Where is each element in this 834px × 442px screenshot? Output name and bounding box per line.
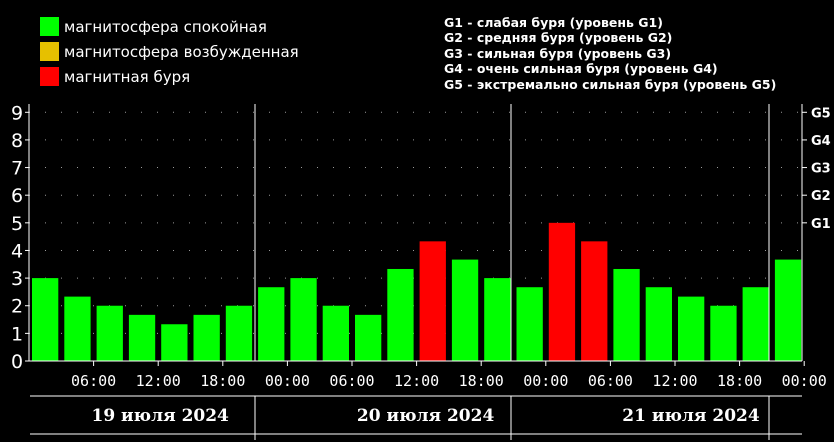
storm-level-g5: G5 - экстремально сильная буря (уровень …	[444, 76, 777, 92]
x-tick-label-9: 06:00	[588, 372, 633, 390]
bar-10	[322, 305, 349, 361]
x-tick-label-10: 12:00	[652, 372, 697, 390]
bar-24	[774, 259, 802, 361]
x-tick-label-12: 00:00	[782, 372, 827, 390]
storm-levels-legend: G1 - слабая буря (уровень G1) G2 - средн…	[444, 15, 776, 92]
legend-swatch-quiet	[40, 17, 59, 36]
y-tick-label-3: 3	[11, 268, 23, 290]
x-tick-label-3: 18:00	[200, 372, 245, 390]
legend-label-storm: магнитная буря	[64, 67, 191, 86]
bar-7	[225, 305, 253, 361]
bar-23	[742, 287, 769, 361]
bar-22	[710, 305, 737, 361]
bar-11	[355, 314, 382, 361]
y-tick-label-1: 1	[11, 323, 23, 345]
bar-1	[32, 278, 59, 361]
bar-13	[419, 241, 446, 361]
bar-18	[581, 241, 608, 361]
day-label-3: 21 июля 2024	[622, 406, 760, 426]
y-tick-label-2: 2	[11, 296, 23, 318]
bar-3	[96, 305, 123, 361]
g-label-G5: G5	[811, 106, 831, 121]
x-tick-label-1: 06:00	[71, 372, 116, 390]
storm-level-g1: G1 - слабая буря (уровень G1)	[444, 15, 663, 30]
y-tick-label-4: 4	[11, 240, 23, 262]
bar-15	[484, 278, 511, 361]
legend-label-excited: магнитосфера возбужденная	[64, 42, 299, 61]
storm-level-g2: G2 - средняя буря (уровень G2)	[444, 30, 673, 46]
bar-14	[451, 259, 479, 361]
storm-level-g4: G4 - очень сильная буря (уровень G4)	[444, 61, 718, 77]
y-tick-label-9: 9	[11, 102, 23, 124]
bar-2	[64, 296, 91, 361]
day-label-2: 20 июля 2024	[357, 406, 495, 426]
legend-swatch-storm	[40, 67, 59, 86]
bar-4	[128, 314, 156, 361]
g-label-G1: G1	[811, 217, 831, 232]
g-label-G3: G3	[811, 162, 831, 177]
bar-19	[613, 268, 640, 361]
g-label-G2: G2	[811, 189, 831, 204]
legend: магнитосфера спокойная магнитосфера возб…	[40, 14, 299, 89]
bar-9	[290, 278, 317, 361]
x-tick-label-5: 06:00	[329, 372, 374, 390]
g-label-G4: G4	[811, 134, 831, 149]
bar-20	[645, 287, 672, 361]
storm-level-g3: G3 - сильная буря (уровень G3)	[444, 45, 672, 61]
legend-label-quiet: магнитосфера спокойная	[64, 17, 267, 36]
x-tick-label-7: 18:00	[459, 372, 504, 390]
x-tick-label-4: 00:00	[265, 372, 310, 390]
x-tick-label-6: 12:00	[394, 372, 439, 390]
bar-8	[258, 287, 285, 361]
legend-item-storm: магнитная буря	[40, 64, 299, 89]
y-tick-label-0: 0	[11, 351, 23, 373]
bar-16	[516, 287, 543, 361]
bar-6	[193, 314, 220, 361]
x-tick-label-2: 12:00	[136, 372, 181, 390]
y-tick-label-6: 6	[11, 185, 23, 207]
x-tick-label-11: 18:00	[717, 372, 762, 390]
bar-5	[161, 324, 188, 361]
bar-12	[387, 268, 414, 361]
legend-item-quiet: магнитосфера спокойная	[40, 14, 299, 39]
bar-17	[548, 222, 576, 361]
day-label-1: 19 июля 2024	[91, 406, 229, 426]
legend-item-excited: магнитосфера возбужденная	[40, 39, 299, 64]
y-tick-label-7: 7	[11, 158, 23, 180]
bar-21	[678, 296, 705, 361]
legend-swatch-excited	[40, 42, 59, 61]
y-tick-label-8: 8	[11, 130, 23, 152]
x-tick-label-8: 00:00	[523, 372, 568, 390]
y-tick-label-5: 5	[11, 213, 23, 235]
